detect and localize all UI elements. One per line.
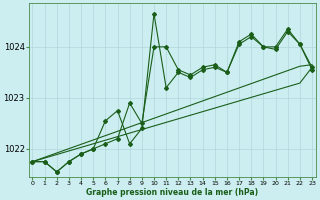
X-axis label: Graphe pression niveau de la mer (hPa): Graphe pression niveau de la mer (hPa) <box>86 188 258 197</box>
